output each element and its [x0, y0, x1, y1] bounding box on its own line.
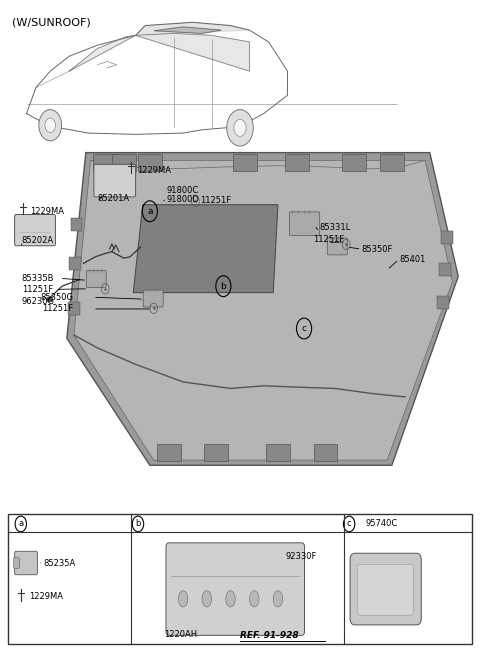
Text: 1229MA: 1229MA	[29, 593, 63, 601]
Text: 85350G: 85350G	[40, 293, 73, 302]
Text: 85235A: 85235A	[43, 558, 75, 568]
Ellipse shape	[250, 591, 259, 607]
Ellipse shape	[226, 591, 235, 607]
Text: (W/SUNROOF): (W/SUNROOF)	[12, 17, 91, 27]
FancyBboxPatch shape	[289, 212, 320, 235]
Text: c: c	[347, 520, 351, 528]
Bar	[112, 154, 136, 171]
Bar	[204, 444, 228, 461]
Text: 92330F: 92330F	[285, 552, 316, 561]
Bar	[285, 154, 309, 171]
Bar	[68, 302, 80, 315]
Text: b: b	[220, 282, 226, 290]
Text: 91800D: 91800D	[167, 195, 199, 204]
Text: 95740C: 95740C	[366, 519, 398, 528]
FancyBboxPatch shape	[357, 564, 413, 615]
Bar	[441, 231, 453, 244]
FancyBboxPatch shape	[166, 543, 304, 635]
Text: 85202A: 85202A	[22, 236, 54, 245]
Bar	[157, 444, 180, 461]
FancyBboxPatch shape	[143, 290, 163, 307]
Text: a: a	[18, 520, 24, 528]
Circle shape	[227, 110, 253, 146]
Text: 1220AH: 1220AH	[164, 630, 197, 639]
Text: 85331L: 85331L	[320, 223, 351, 232]
Bar	[342, 154, 366, 171]
Text: 85335B: 85335B	[22, 274, 54, 283]
Polygon shape	[67, 152, 458, 465]
FancyBboxPatch shape	[14, 214, 56, 246]
Bar	[69, 257, 81, 270]
Bar	[266, 444, 290, 461]
Bar	[138, 154, 162, 171]
Circle shape	[45, 118, 56, 133]
Bar	[71, 217, 83, 231]
FancyBboxPatch shape	[94, 164, 136, 197]
Text: 11251F: 11251F	[200, 196, 231, 205]
Text: REF. 91-928: REF. 91-928	[240, 631, 299, 641]
Bar	[9, 514, 471, 645]
Bar	[437, 296, 449, 309]
Polygon shape	[136, 22, 250, 35]
Circle shape	[234, 120, 246, 136]
Text: a: a	[147, 207, 153, 215]
Polygon shape	[136, 34, 250, 71]
Text: 1229MA: 1229MA	[137, 166, 171, 175]
Text: 85350F: 85350F	[361, 244, 393, 254]
Text: 85401: 85401	[399, 255, 425, 264]
Ellipse shape	[202, 591, 212, 607]
FancyBboxPatch shape	[14, 551, 37, 575]
Text: 11251F: 11251F	[42, 304, 73, 313]
Bar	[380, 154, 404, 171]
Ellipse shape	[273, 591, 283, 607]
FancyBboxPatch shape	[327, 238, 347, 255]
FancyBboxPatch shape	[14, 558, 19, 568]
Text: 1229MA: 1229MA	[30, 207, 64, 215]
Text: 11251F: 11251F	[313, 235, 345, 244]
Text: 91800C: 91800C	[167, 186, 199, 195]
Polygon shape	[69, 35, 136, 71]
Bar	[313, 444, 337, 461]
Polygon shape	[74, 160, 453, 460]
Text: 96230G: 96230G	[22, 297, 55, 306]
Text: c: c	[301, 324, 307, 333]
Text: b: b	[135, 520, 141, 528]
Polygon shape	[155, 27, 221, 34]
Text: 11251F: 11251F	[22, 285, 53, 294]
Polygon shape	[133, 205, 278, 292]
Bar	[93, 154, 117, 171]
Circle shape	[39, 110, 61, 141]
FancyBboxPatch shape	[350, 553, 421, 625]
Bar	[233, 154, 257, 171]
Bar	[439, 263, 451, 277]
FancyBboxPatch shape	[86, 271, 106, 288]
Ellipse shape	[179, 591, 188, 607]
Text: 85201A: 85201A	[97, 194, 130, 203]
